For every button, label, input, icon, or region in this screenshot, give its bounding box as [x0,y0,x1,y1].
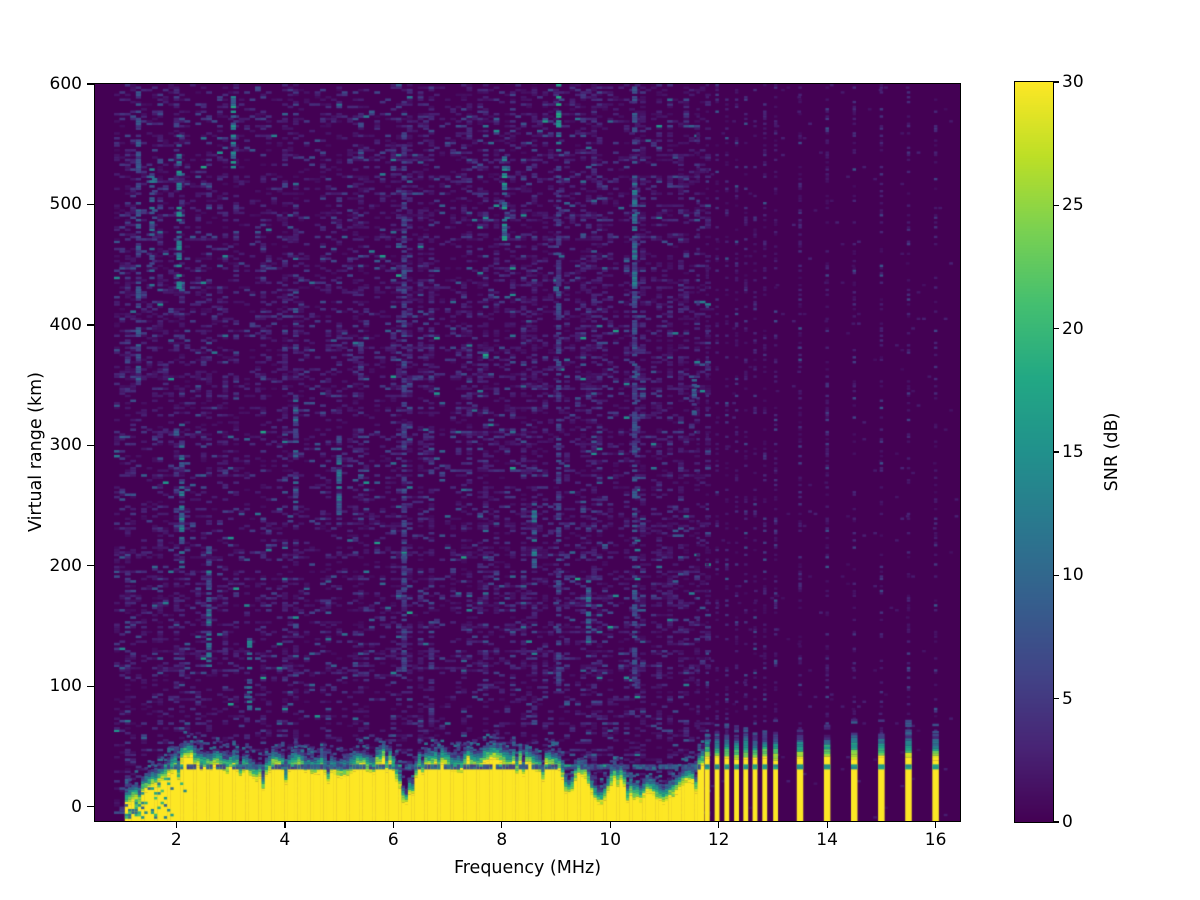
colorbar-label: SNR (dB) [1102,412,1122,492]
x-tick-label: 8 [496,830,508,850]
y-tick-mark [87,444,94,446]
colorbar-tick-mark [1053,698,1059,700]
y-tick-label: 400 [49,314,82,335]
x-tick-label: 14 [816,830,838,850]
colorbar-tick-mark [1053,821,1059,823]
colorbar-tick-label: 0 [1062,812,1073,832]
y-tick-label: 600 [49,74,82,94]
y-tick-mark [87,805,94,808]
y-tick-mark [87,565,94,567]
colorbar-tick-mark [1053,328,1059,330]
colorbar-tick-mark [1053,451,1059,453]
colorbar-tick-mark [1053,81,1059,83]
colorbar-tick-label: 5 [1062,688,1073,709]
y-tick-mark [87,203,94,206]
x-tick-mark [718,821,720,828]
x-tick-label: 6 [387,830,399,850]
x-tick-mark [609,821,611,828]
colorbar [1014,81,1054,823]
x-tick-label: 4 [279,830,291,850]
y-tick-label: 200 [49,555,82,576]
y-axis-label: Virtual range (km) [26,371,46,533]
y-tick-label: 300 [49,435,82,456]
y-tick-label: 100 [49,676,82,697]
x-axis-label: Frequency (MHz) [453,858,602,878]
x-tick-mark [826,821,828,828]
ionogram-canvas [95,84,960,821]
x-tick-label: 2 [170,830,182,850]
y-tick-mark [87,83,94,85]
x-tick-mark [934,821,937,828]
x-tick-label: 12 [707,830,730,850]
y-tick-mark [87,324,94,326]
y-tick-mark [87,685,94,687]
x-tick-mark [501,821,503,828]
colorbar-tick-label: 25 [1062,195,1084,216]
colorbar-tick-label: 20 [1062,318,1084,339]
colorbar-tick-mark [1053,204,1059,207]
colorbar-tick-label: 15 [1062,442,1084,462]
x-tick-mark [175,821,178,828]
colorbar-gradient [1015,82,1053,822]
colorbar-tick-label: 10 [1062,565,1084,586]
x-tick-label: 16 [924,830,947,850]
colorbar-tick-mark [1053,574,1059,577]
y-tick-label: 0 [71,796,82,817]
plot-area [94,83,961,822]
x-tick-mark [392,821,394,828]
y-tick-label: 500 [49,194,82,215]
colorbar-tick-label: 30 [1062,72,1084,92]
x-tick-mark [284,821,286,828]
x-tick-label: 10 [599,830,622,850]
